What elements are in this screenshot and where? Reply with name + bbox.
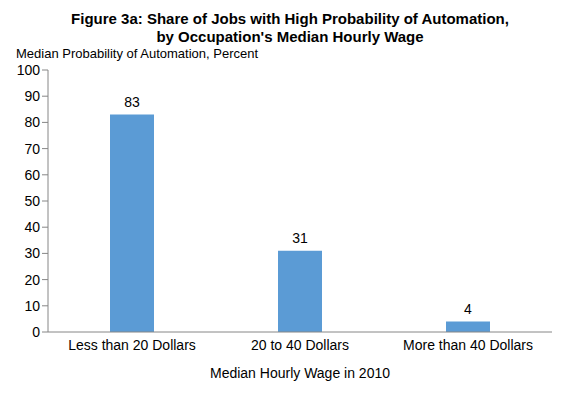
svg-text:40: 40 [24, 219, 40, 235]
svg-text:83: 83 [124, 94, 140, 110]
svg-text:Median Hourly Wage in 2010: Median Hourly Wage in 2010 [210, 365, 390, 381]
html-text:Median Probability of Automati: Median Probability of Automation, Percen… [16, 46, 259, 61]
svg-text:100: 100 [17, 62, 41, 78]
svg-text:90: 90 [24, 88, 40, 104]
html-text:by Occupation's Median Hourly: by Occupation's Median Hourly Wage [156, 28, 424, 45]
svg-text:30: 30 [24, 245, 40, 261]
html-text:Figure 3a: Share of Jobs with: Figure 3a: Share of Jobs with High Proba… [71, 10, 509, 27]
svg-text:70: 70 [24, 141, 40, 157]
svg-text:31: 31 [292, 230, 308, 246]
svg-text:4: 4 [464, 301, 472, 317]
svg-text:80: 80 [24, 114, 40, 130]
svg-text:20 to 40 Dollars: 20 to 40 Dollars [251, 337, 349, 353]
svg-text:60: 60 [24, 167, 40, 183]
svg-text:0: 0 [32, 324, 40, 340]
svg-text:Less than 20 Dollars: Less than 20 Dollars [68, 337, 196, 353]
svg-text:20: 20 [24, 272, 40, 288]
svg-text:50: 50 [24, 193, 40, 209]
svg-text:More than 40 Dollars: More than 40 Dollars [403, 337, 533, 353]
svg-text:10: 10 [24, 298, 40, 314]
